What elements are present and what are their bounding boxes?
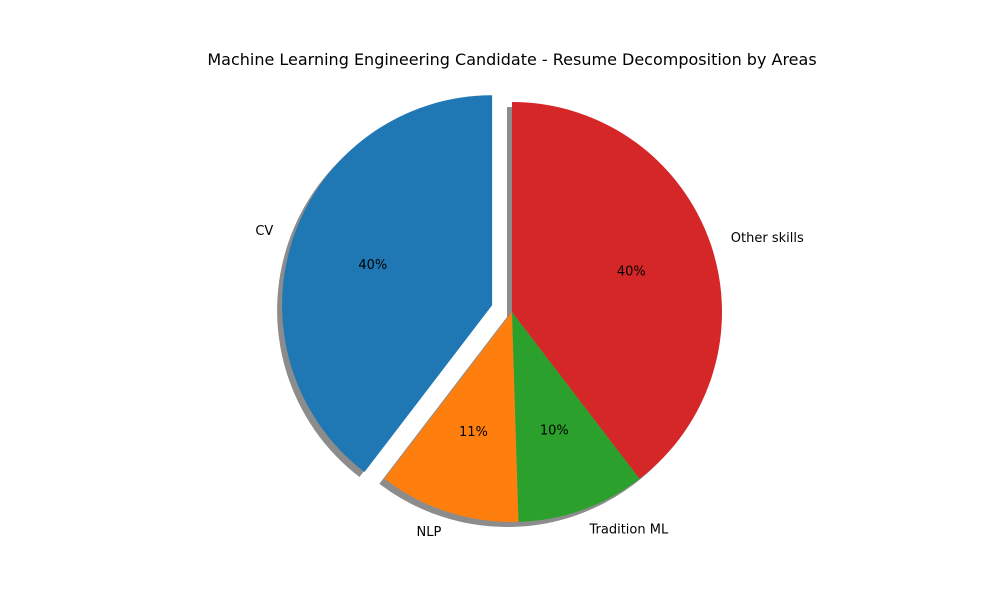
- percent-nlp: 11%: [459, 425, 488, 440]
- label-other-skills: Other skills: [731, 231, 804, 246]
- slice-tradition-ml: [512, 312, 640, 522]
- label-nlp: NLP: [416, 525, 441, 540]
- percent-cv: 40%: [358, 258, 387, 273]
- percent-other-skills: 40%: [617, 265, 646, 280]
- pie-slices: [282, 95, 722, 522]
- percent-tradition-ml: 10%: [540, 424, 569, 439]
- label-tradition-ml: Tradition ML: [589, 523, 669, 538]
- slice-cv: [282, 95, 493, 473]
- chart-title: Machine Learning Engineering Candidate -…: [207, 50, 816, 69]
- label-cv: CV: [255, 224, 273, 239]
- pie-labels: CV 40% NLP 11% Tradition ML 10% Other skills 40…: [255, 224, 804, 540]
- slice-other-skills: [512, 102, 722, 479]
- slice-nlp: [384, 312, 519, 522]
